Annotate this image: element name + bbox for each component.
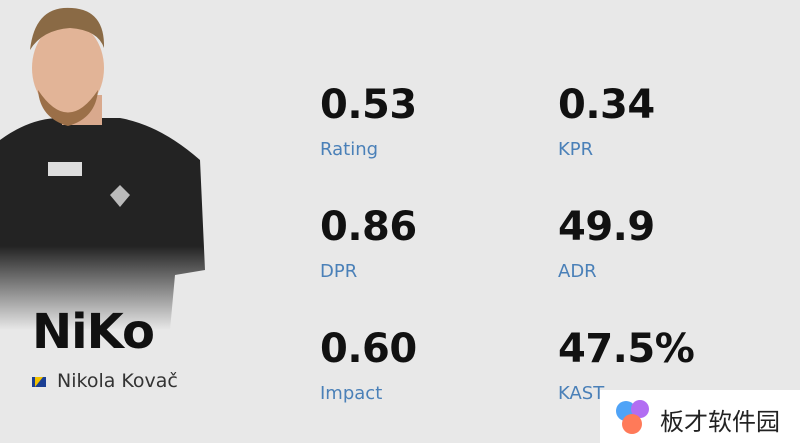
stat-label: KPR [558,139,594,160]
stat-label: ADR [558,261,597,282]
stat-label: Impact [320,383,383,404]
stat-value: 49.9 [558,204,655,250]
country-flag [32,377,46,387]
stat-label: KAST [558,383,605,404]
stat-label: Rating [320,139,379,160]
stat-value: 0.34 [558,82,655,128]
stat-value: 0.60 [320,326,417,372]
stat-value: 0.86 [320,204,417,250]
stat-value: 47.5% [558,326,695,372]
player-name: Nikola Kovač [57,370,178,392]
player-nickname: NiKo [32,304,155,360]
watermark-text: 板才软件园 [660,408,780,436]
watermark-logo [616,400,649,434]
stat-label: DPR [320,261,358,282]
player-photo [0,7,230,330]
stat-value: 0.53 [320,82,417,128]
